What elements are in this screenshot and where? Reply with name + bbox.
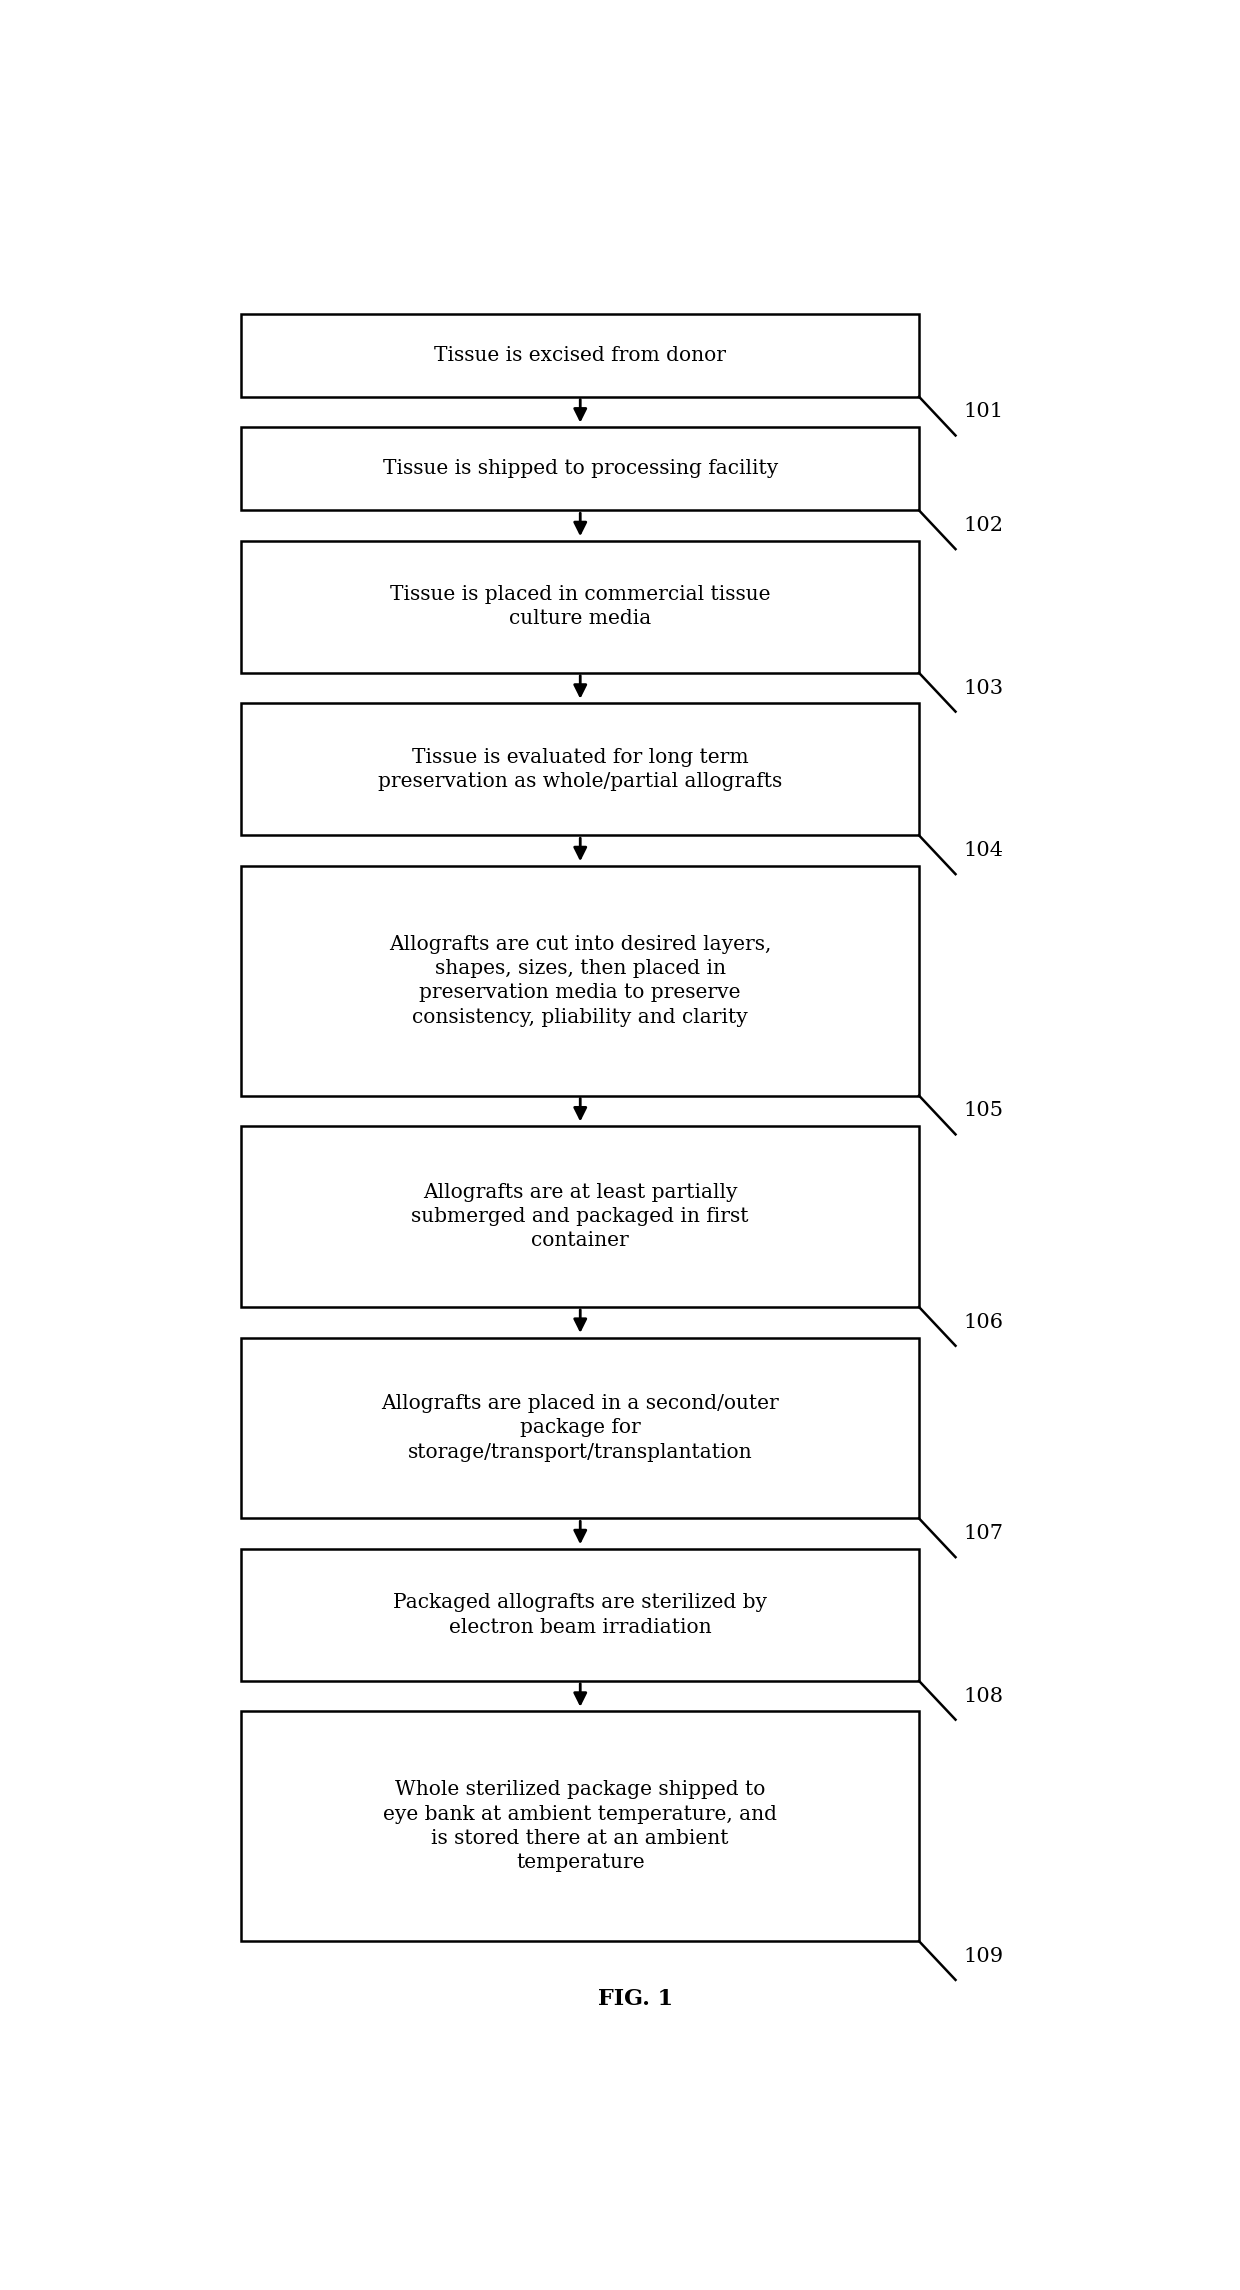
Text: 104: 104 <box>963 840 1003 861</box>
Text: FIG. 1: FIG. 1 <box>598 1988 673 2011</box>
Text: Allografts are cut into desired layers,
shapes, sizes, then placed in
preservati: Allografts are cut into desired layers, … <box>389 934 771 1026</box>
Text: 107: 107 <box>963 1525 1003 1543</box>
Bar <box>242 540 919 673</box>
Text: Tissue is shipped to processing facility: Tissue is shipped to processing facility <box>383 460 777 479</box>
Text: 101: 101 <box>963 403 1003 421</box>
Text: Whole sterilized package shipped to
eye bank at ambient temperature, and
is stor: Whole sterilized package shipped to eye … <box>383 1779 777 1873</box>
Text: Tissue is placed in commercial tissue
culture media: Tissue is placed in commercial tissue cu… <box>391 586 770 627</box>
Bar <box>242 866 919 1095</box>
Bar <box>242 314 919 396</box>
Bar <box>242 703 919 836</box>
Text: 109: 109 <box>963 1946 1003 1965</box>
Bar <box>242 428 919 511</box>
Text: 102: 102 <box>963 515 1003 536</box>
Text: Tissue is excised from donor: Tissue is excised from donor <box>434 346 727 364</box>
Text: 106: 106 <box>963 1312 1003 1333</box>
Bar <box>242 1337 919 1518</box>
Text: 105: 105 <box>963 1101 1003 1120</box>
Bar <box>242 1711 919 1942</box>
Text: Tissue is evaluated for long term
preservation as whole/partial allografts: Tissue is evaluated for long term preser… <box>378 749 782 790</box>
Text: 108: 108 <box>963 1685 1003 1706</box>
Text: 103: 103 <box>963 678 1003 698</box>
Bar <box>242 1127 919 1308</box>
Bar <box>242 1548 919 1681</box>
Text: Packaged allografts are sterilized by
electron beam irradiation: Packaged allografts are sterilized by el… <box>393 1594 768 1637</box>
Text: Allografts are at least partially
submerged and packaged in first
container: Allografts are at least partially submer… <box>412 1184 749 1250</box>
Text: Allografts are placed in a second/outer
package for
storage/transport/transplant: Allografts are placed in a second/outer … <box>382 1395 779 1461</box>
